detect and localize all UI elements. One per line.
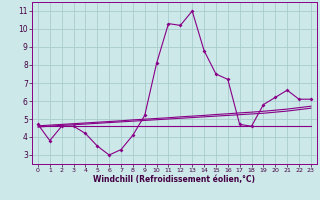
X-axis label: Windchill (Refroidissement éolien,°C): Windchill (Refroidissement éolien,°C) — [93, 175, 255, 184]
